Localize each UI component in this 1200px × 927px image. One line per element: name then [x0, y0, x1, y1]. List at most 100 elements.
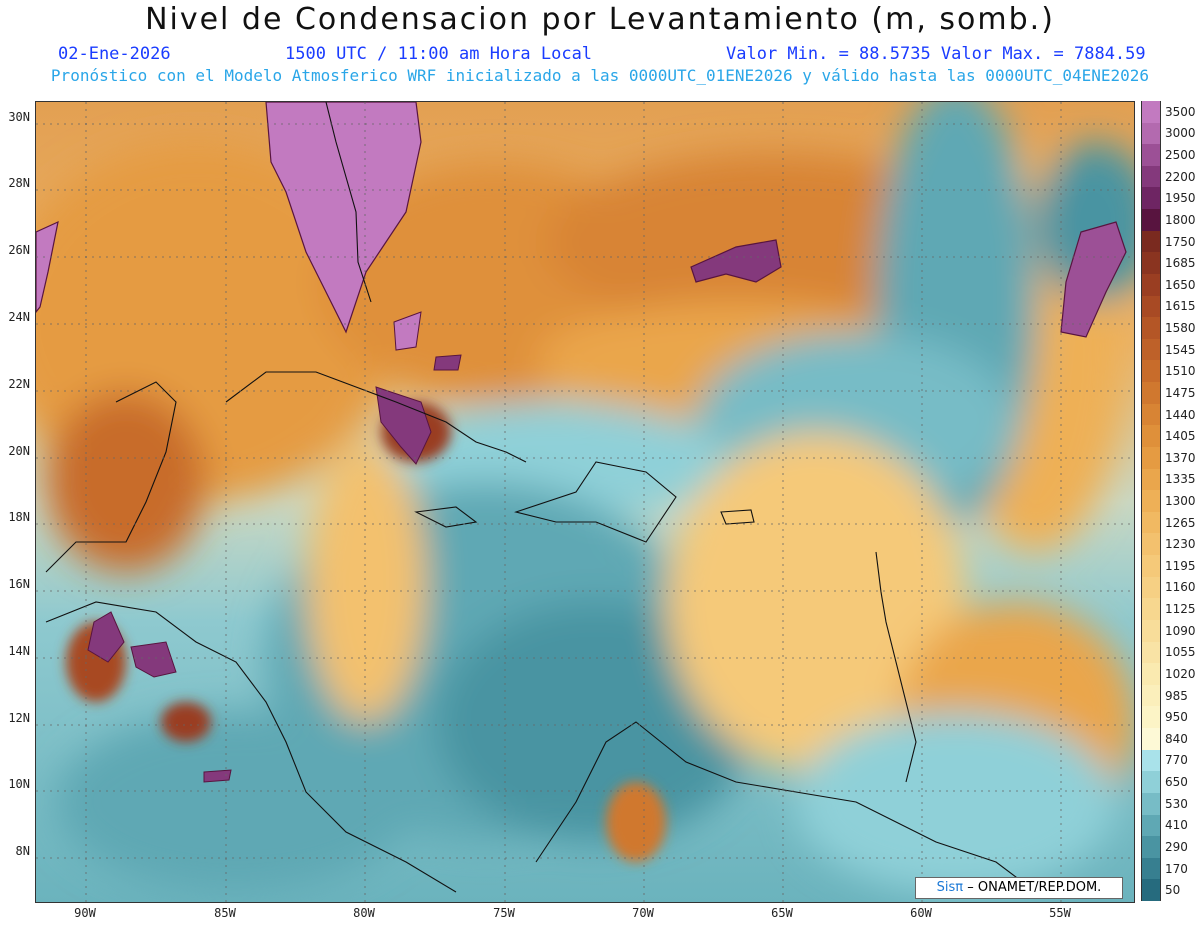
color-legend: 3500 3000 2500 2200 1950 1800 1750 1685 1650 1615…: [1141, 101, 1200, 901]
legend-swatch: [1141, 295, 1161, 318]
legend-label: 985: [1165, 688, 1188, 703]
legend-swatch: [1141, 165, 1161, 188]
legend-swatch: [1141, 209, 1161, 231]
lon-label: 80W: [353, 906, 375, 920]
legend-swatch: [1141, 317, 1161, 339]
legend-label: 770: [1165, 753, 1188, 768]
lat-label: 8N: [15, 844, 30, 858]
lcl-map-panel: [35, 101, 1135, 903]
legend-swatch: [1141, 728, 1161, 750]
legend-swatch: [1141, 230, 1161, 253]
legend-swatch: [1141, 101, 1161, 123]
legend-label: 1440: [1165, 407, 1196, 422]
legend-label: 1195: [1165, 558, 1196, 573]
legend-label: 1685: [1165, 256, 1196, 271]
legend-label: 1335: [1165, 472, 1196, 487]
legend-swatch: [1141, 792, 1161, 815]
legend-label: 1615: [1165, 299, 1196, 314]
lat-label: 12N: [8, 711, 30, 725]
legend-swatch: [1141, 144, 1161, 166]
legend-label: 1090: [1165, 623, 1196, 638]
legend-label: 1510: [1165, 364, 1196, 379]
legend-label: 1475: [1165, 385, 1196, 400]
credit-text: – ONAMET/REP.DOM.: [967, 880, 1102, 895]
legend-label: 530: [1165, 796, 1188, 811]
legend-label: 1650: [1165, 277, 1196, 292]
legend-label: 1545: [1165, 342, 1196, 357]
legend-swatch: [1141, 533, 1161, 556]
legend-label: 650: [1165, 775, 1188, 790]
legend-swatch: [1141, 663, 1161, 685]
lon-label: 85W: [214, 906, 236, 920]
legend-swatch: [1141, 684, 1161, 707]
legend-label: 3500: [1165, 104, 1196, 119]
legend-swatch: [1141, 771, 1161, 793]
legend-swatch: [1141, 360, 1161, 383]
lcl-field: [36, 102, 1134, 902]
date-label: 02-Ene-2026: [58, 44, 171, 64]
legend-swatch: [1141, 641, 1161, 664]
shaded-field: [36, 102, 1134, 892]
legend-swatch: [1141, 490, 1161, 512]
legend-label: 1300: [1165, 494, 1196, 508]
legend-label: 1125: [1165, 602, 1196, 617]
legend-label: 290: [1165, 839, 1188, 854]
lon-label: 75W: [493, 906, 515, 920]
legend-swatch: [1141, 425, 1161, 447]
legend-swatch: [1141, 555, 1161, 577]
lat-label: 30N: [8, 110, 30, 124]
legend-swatch: [1141, 814, 1161, 837]
legend-swatch: [1141, 749, 1161, 772]
legend-swatch: [1141, 252, 1161, 274]
legend-swatch: [1141, 187, 1161, 210]
legend-label: 1230: [1165, 537, 1196, 552]
lat-label: 10N: [8, 777, 30, 791]
legend-swatch: [1141, 122, 1161, 145]
lon-label: 65W: [771, 906, 793, 920]
legend-swatch: [1141, 598, 1161, 620]
map-title: Nivel de Condensacion por Levantamiento …: [145, 2, 1055, 37]
legend-swatch: [1141, 706, 1161, 728]
legend-label: 1055: [1165, 645, 1196, 660]
legend-label: 1370: [1165, 450, 1196, 465]
lat-label: 28N: [8, 176, 30, 190]
lon-label: 70W: [632, 906, 654, 920]
coastlines: [45, 102, 1037, 893]
legend-swatch: [1141, 338, 1161, 361]
legend-label: 170: [1165, 861, 1188, 876]
min-max-label: Valor Min. = 88.5735 Valor Max. = 7884.5…: [726, 44, 1146, 64]
legend-label: 1160: [1165, 580, 1196, 595]
credit-box: Sisπ – ONAMET/REP.DOM.: [915, 877, 1123, 899]
legend-swatch: [1141, 576, 1161, 599]
legend-swatch: [1141, 879, 1161, 901]
lat-label: 26N: [8, 243, 30, 257]
lat-label: 22N: [8, 377, 30, 391]
legend-label: 1265: [1165, 515, 1196, 530]
legend-swatch: [1141, 446, 1161, 469]
legend-swatch: [1141, 836, 1161, 858]
legend-label: 50: [1165, 883, 1181, 898]
legend-label: 2200: [1165, 169, 1196, 184]
lon-label: 55W: [1049, 906, 1071, 920]
lat-label: 20N: [8, 444, 30, 458]
legend-label: 1800: [1165, 212, 1196, 227]
forecast-info: Pronóstico con el Modelo Atmosferico WRF…: [50, 66, 1150, 85]
legend-label: 840: [1165, 731, 1188, 746]
legend-swatch: [1141, 468, 1161, 491]
legend-swatch: [1141, 857, 1161, 880]
legend-swatch: [1141, 382, 1161, 404]
sisp-logo: Sisπ: [936, 880, 964, 895]
lat-label: 18N: [8, 510, 30, 524]
lon-label: 60W: [910, 906, 932, 920]
legend-label: 2500: [1165, 148, 1196, 163]
lat-label: 24N: [8, 310, 30, 324]
time-label: 1500 UTC / 11:00 am Hora Local: [285, 44, 593, 64]
legend-swatch: [1141, 403, 1161, 426]
legend-label: 1405: [1165, 429, 1196, 444]
purple-zones: [36, 102, 1127, 783]
legend-label: 950: [1165, 710, 1188, 725]
legend-swatch: [1141, 273, 1161, 296]
lat-label: 14N: [8, 644, 30, 658]
legend-swatch: [1141, 511, 1161, 534]
legend-label: 1580: [1165, 321, 1196, 336]
